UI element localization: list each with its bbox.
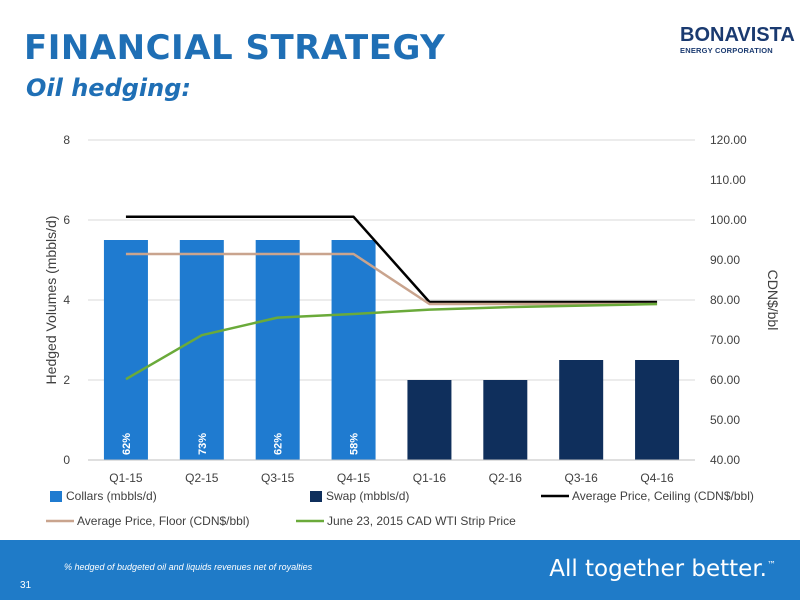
y-right-tick-label: 100.00 xyxy=(710,213,747,227)
footer-tagline: All together better.™ xyxy=(549,556,776,582)
series-line xyxy=(125,302,658,381)
legend-label: Average Price, Ceiling (CDN$/bbl) xyxy=(572,489,754,503)
y-right-tick-label: 120.00 xyxy=(710,133,747,147)
x-tick-label: Q1-15 xyxy=(109,471,143,485)
footnote: % hedged of budgeted oil and liquids rev… xyxy=(64,562,313,572)
bar-data-label: 62% xyxy=(273,433,285,455)
legend-label: Average Price, Floor (CDN$/bbl) xyxy=(77,514,250,528)
bar xyxy=(407,380,452,460)
y-right-tick-label: 70.00 xyxy=(710,333,740,347)
y-tick-label: 8 xyxy=(63,133,70,147)
page-subtitle: Oil hedging: xyxy=(26,74,192,102)
bar-data-label: 73% xyxy=(197,433,209,455)
footer-bar: % hedged of budgeted oil and liquids rev… xyxy=(0,540,800,600)
legend-label: June 23, 2015 CAD WTI Strip Price xyxy=(327,514,516,528)
y-tick-label: 6 xyxy=(63,213,70,227)
legend-swatch xyxy=(50,491,62,502)
bar xyxy=(559,360,604,460)
page-number: 31 xyxy=(20,580,32,591)
bar-data-label: 58% xyxy=(349,433,361,455)
tagline-text: All together better. xyxy=(549,556,767,582)
y-right-axis-title: CDN$/bbl xyxy=(765,270,781,331)
trademark-symbol: ™ xyxy=(767,560,776,571)
legend-label: Swap (mbbls/d) xyxy=(326,489,409,503)
x-tick-label: Q4-15 xyxy=(337,471,371,485)
x-tick-label: Q4-16 xyxy=(640,471,674,485)
bar xyxy=(103,240,148,460)
logo-tagline: ENERGY CORPORATION xyxy=(680,46,773,55)
page-title: FINANCIAL STRATEGY xyxy=(24,28,446,68)
bar-data-label: 62% xyxy=(121,433,133,455)
bar xyxy=(331,240,376,460)
y-right-tick-label: 40.00 xyxy=(710,453,740,467)
company-logo: BONAVISTA ENERGY CORPORATION xyxy=(680,24,795,55)
x-tick-label: Q2-16 xyxy=(489,471,523,485)
bar xyxy=(255,240,300,460)
legend-label: Collars (mbbls/d) xyxy=(66,489,157,503)
x-tick-label: Q2-15 xyxy=(185,471,219,485)
y-tick-label: 2 xyxy=(63,373,70,387)
hedging-chart: 0 2 4 6 8 40.00 50.00 60.00 70.00 80.00 90.00 100.0… xyxy=(43,133,781,528)
y-axis-title: Hedged Volumes (mbbls/d) xyxy=(43,216,59,385)
y-right-tick-label: 90.00 xyxy=(710,253,740,267)
bar xyxy=(635,360,680,460)
y-right-tick-label: 50.00 xyxy=(710,413,740,427)
y-right-tick-label: 80.00 xyxy=(710,293,740,307)
x-tick-label: Q3-15 xyxy=(261,471,295,485)
bar xyxy=(483,380,528,460)
x-tick-label: Q1-16 xyxy=(413,471,447,485)
logo-name: BONAVISTA xyxy=(680,24,795,46)
x-tick-label: Q3-16 xyxy=(565,471,599,485)
y-tick-label: 0 xyxy=(63,453,70,467)
series-line xyxy=(125,215,658,304)
series-line xyxy=(125,252,658,306)
legend-swatch xyxy=(310,491,322,502)
y-right-tick-label: 110.00 xyxy=(710,173,746,187)
bar xyxy=(179,240,224,460)
y-right-tick-label: 60.00 xyxy=(710,373,740,387)
y-tick-label: 4 xyxy=(63,293,70,307)
